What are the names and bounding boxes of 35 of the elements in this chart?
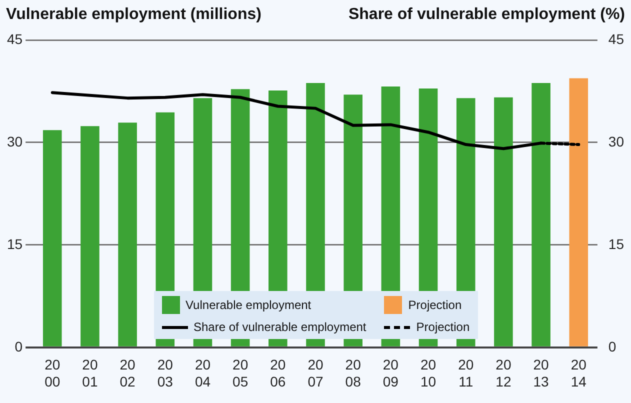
x-tick-label: 2009 [382, 356, 399, 390]
x-tick-label: 2012 [496, 356, 512, 390]
bar [494, 97, 513, 346]
bar [569, 78, 588, 346]
y-tick-label: 45 [6, 30, 23, 47]
y2-tick-label: 0 [608, 338, 616, 354]
y-tick-label: 15 [6, 236, 23, 252]
x-tick-label: 2014 [570, 356, 587, 390]
y2-tick-label: 30 [608, 133, 624, 150]
bar [532, 83, 550, 346]
y2-tick-label: 45 [608, 30, 624, 47]
x-tick-label: 2006 [270, 356, 286, 390]
legend-label: Projection [416, 320, 470, 334]
x-tick-label: 2001 [82, 356, 98, 390]
y-tick-label: 30 [6, 133, 23, 150]
x-tick-label: 2013 [533, 356, 550, 390]
y2-tick-label: 15 [608, 236, 624, 252]
x-tick-label: 2007 [308, 356, 324, 390]
x-tick-label: 2011 [458, 356, 474, 390]
x-tick-label: 2000 [44, 356, 60, 390]
x-tick-label: 2002 [120, 356, 136, 390]
x-tick-label: 2005 [232, 356, 248, 390]
legend-label: Projection [408, 298, 462, 312]
y-tick-label: 0 [14, 338, 23, 354]
x-tick-label: 2010 [420, 356, 436, 390]
bar [118, 122, 137, 346]
x-tick-label: 2008 [345, 356, 362, 390]
y2-axis-title: Share of vulnerable employment (%) [348, 6, 625, 24]
y-axis-title: Vulnerable employment (millions) [6, 6, 262, 24]
bar [42, 130, 62, 346]
x-tick-label: 2004 [194, 356, 211, 390]
x-tick-label: 2003 [157, 356, 174, 390]
legend-label: Share of vulnerable employment [194, 320, 366, 334]
legend-label: Vulnerable employment [186, 298, 312, 312]
bar [80, 126, 100, 346]
